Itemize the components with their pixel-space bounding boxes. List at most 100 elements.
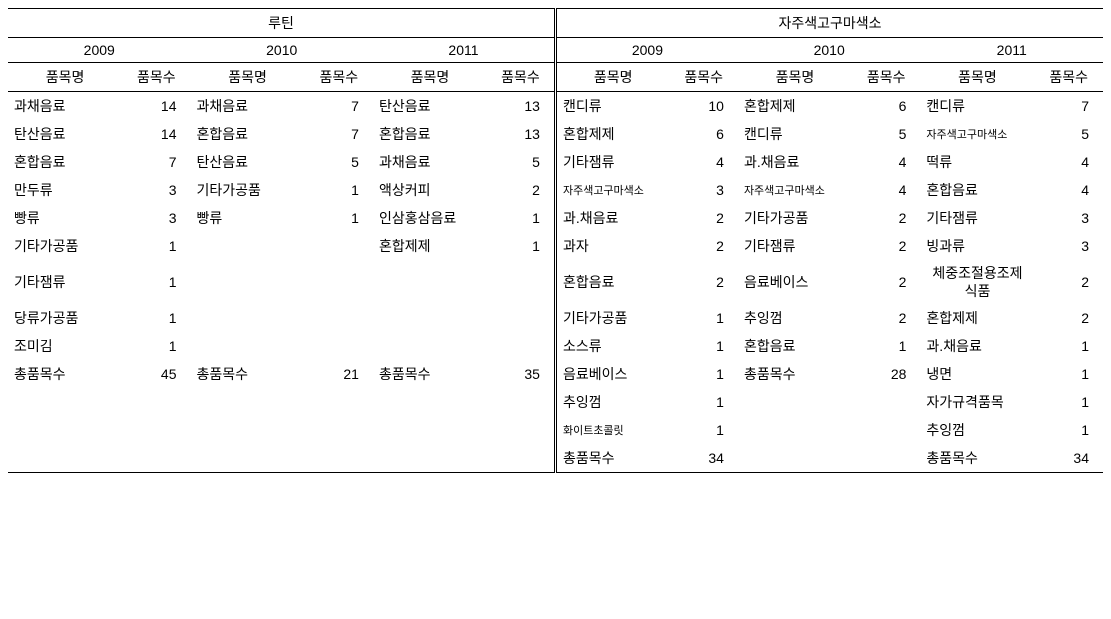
cell-name: 추잉껌 [555, 388, 669, 416]
cell-count: 6 [670, 120, 738, 148]
cell-count: 10 [670, 92, 738, 121]
year-left-2: 2011 [373, 38, 555, 63]
cell-name: 기타잼류 [555, 148, 669, 176]
cell-count [852, 444, 920, 473]
cell-name: 총품목수 [555, 444, 669, 473]
cell-count: 5 [487, 148, 555, 176]
cell-count: 3 [1034, 232, 1103, 260]
cell-name: 추잉껌 [920, 416, 1034, 444]
cell-name: 혼합음료 [8, 148, 122, 176]
cell-name [373, 332, 487, 360]
cell-count: 34 [1034, 444, 1103, 473]
year-right-2: 2011 [920, 38, 1103, 63]
cell-count: 2 [670, 260, 738, 304]
cell-name: 과.채음료 [920, 332, 1034, 360]
cell-count: 1 [305, 204, 373, 232]
cell-name [373, 416, 487, 444]
cell-count: 5 [1034, 120, 1103, 148]
colhdr-cnt: 품목수 [1034, 63, 1103, 92]
cell-name: 총품목수 [190, 360, 304, 388]
cell-count [487, 332, 555, 360]
cell-name [738, 416, 852, 444]
cell-count: 45 [122, 360, 190, 388]
table-row: 기타가공품1혼합제제1과자2기타잼류2빙과류3 [8, 232, 1103, 260]
colhdr-name: 품목명 [738, 63, 852, 92]
cell-name: 자가규격품목 [920, 388, 1034, 416]
cell-count: 2 [1034, 260, 1103, 304]
cell-name [190, 444, 304, 473]
cell-name: 혼합음료 [920, 176, 1034, 204]
cell-name [738, 388, 852, 416]
cell-name: 음료베이스 [738, 260, 852, 304]
cell-name: 소스류 [555, 332, 669, 360]
cell-name: 기타가공품 [190, 176, 304, 204]
cell-count [487, 260, 555, 304]
colhdr-name: 품목명 [920, 63, 1034, 92]
cell-name: 기타가공품 [738, 204, 852, 232]
cell-name [738, 444, 852, 473]
year-left-0: 2009 [8, 38, 190, 63]
cell-name: 화이트초콜릿 [555, 416, 669, 444]
cell-name: 기타잼류 [8, 260, 122, 304]
cell-count: 1 [122, 332, 190, 360]
cell-count: 7 [305, 120, 373, 148]
group-title-left: 루틴 [8, 9, 555, 38]
cell-count: 13 [487, 92, 555, 121]
cell-name: 총품목수 [8, 360, 122, 388]
year-right-0: 2009 [555, 38, 737, 63]
cell-count: 35 [487, 360, 555, 388]
cell-name: 과채음료 [8, 92, 122, 121]
colhdr-cnt: 품목수 [305, 63, 373, 92]
cell-count: 4 [852, 176, 920, 204]
cell-name: 체중조절용조제식품 [920, 260, 1034, 304]
colhdr-name: 품목명 [373, 63, 487, 92]
colhdr-cnt: 품목수 [670, 63, 738, 92]
cell-count: 1 [1034, 360, 1103, 388]
cell-count: 5 [305, 148, 373, 176]
cell-count [487, 304, 555, 332]
cell-name: 탄산음료 [8, 120, 122, 148]
cell-count: 21 [305, 360, 373, 388]
cell-count: 14 [122, 92, 190, 121]
cell-count: 14 [122, 120, 190, 148]
cell-name: 기타가공품 [8, 232, 122, 260]
group-title-right: 자주색고구마색소 [555, 9, 1103, 38]
cell-name: 총품목수 [738, 360, 852, 388]
cell-name: 냉면 [920, 360, 1034, 388]
cell-name [190, 416, 304, 444]
cell-name: 과자 [555, 232, 669, 260]
table-head: 루틴자주색고구마색소200920102011200920102011품목명품목수… [8, 9, 1103, 92]
cell-name [373, 304, 487, 332]
cell-name: 과채음료 [190, 92, 304, 121]
cell-count [122, 444, 190, 473]
cell-name: 과.채음료 [555, 204, 669, 232]
cell-name: 혼합제제 [920, 304, 1034, 332]
cell-count [487, 444, 555, 473]
cell-count: 4 [852, 148, 920, 176]
table-row: 혼합음료7탄산음료5과채음료5기타잼류4과.채음료4떡류4 [8, 148, 1103, 176]
cell-count [305, 232, 373, 260]
cell-count: 1 [122, 304, 190, 332]
table-row: 당류가공품1기타가공품1추잉껌2혼합제제2 [8, 304, 1103, 332]
table-row: 만두류3기타가공품1액상커피2자주색고구마색소3자주색고구마색소4혼합음료4 [8, 176, 1103, 204]
cell-name [190, 332, 304, 360]
year-left-1: 2010 [190, 38, 372, 63]
table-body: 과채음료14과채음료7탄산음료13캔디류10혼합제제6캔디류7탄산음료14혼합음… [8, 92, 1103, 473]
cell-name: 빙과류 [920, 232, 1034, 260]
cell-name [8, 416, 122, 444]
cell-count: 2 [852, 260, 920, 304]
cell-count [852, 416, 920, 444]
cell-name [8, 444, 122, 473]
table-row: 총품목수45총품목수21총품목수35음료베이스1총품목수28냉면1 [8, 360, 1103, 388]
table-row: 탄산음료14혼합음료7혼합음료13혼합제제6캔디류5자주색고구마색소5 [8, 120, 1103, 148]
cell-name: 탄산음료 [373, 92, 487, 121]
cell-count [122, 416, 190, 444]
cell-name: 과채음료 [373, 148, 487, 176]
cell-count: 1 [487, 232, 555, 260]
cell-name: 혼합음료 [738, 332, 852, 360]
cell-name: 음료베이스 [555, 360, 669, 388]
cell-count [305, 304, 373, 332]
cell-name: 빵류 [8, 204, 122, 232]
cell-count: 1 [670, 332, 738, 360]
cell-count: 3 [122, 204, 190, 232]
